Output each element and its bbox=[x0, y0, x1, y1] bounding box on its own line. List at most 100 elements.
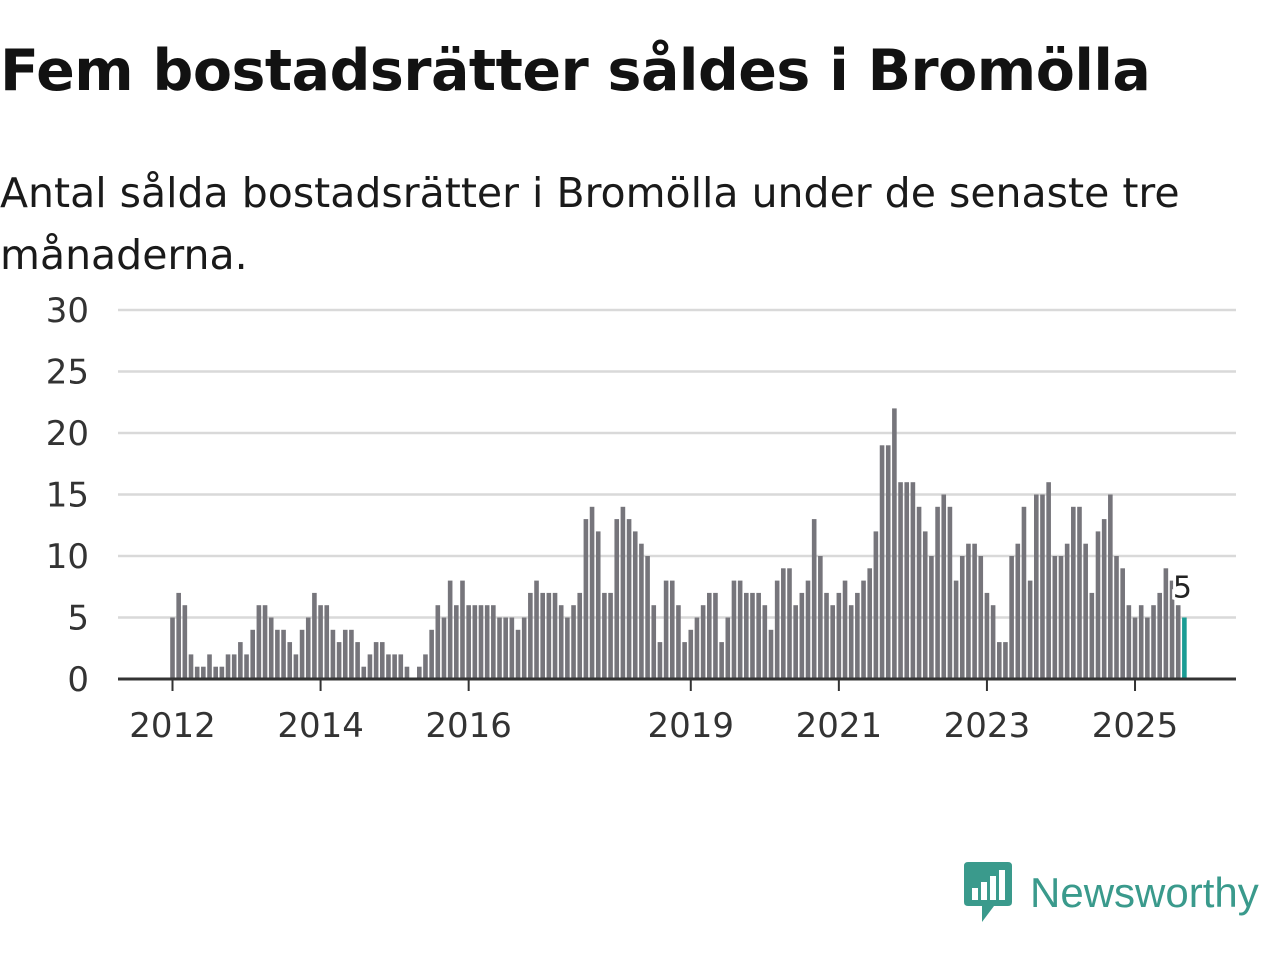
bar bbox=[398, 654, 404, 679]
bar bbox=[669, 580, 675, 679]
bar bbox=[565, 617, 570, 679]
x-tick-label: 2016 bbox=[425, 706, 512, 746]
x-tick-label: 2023 bbox=[944, 706, 1031, 746]
bar bbox=[651, 605, 657, 679]
bar bbox=[170, 617, 175, 679]
bar bbox=[781, 568, 786, 679]
y-tick-label: 20 bbox=[46, 414, 89, 454]
bar bbox=[1157, 592, 1162, 679]
bar bbox=[225, 654, 231, 679]
bar bbox=[713, 592, 718, 679]
bar bbox=[774, 580, 780, 679]
brand-logo: Newsworthy bbox=[962, 862, 1259, 924]
bar bbox=[299, 629, 305, 679]
bar bbox=[540, 592, 545, 679]
bar bbox=[682, 642, 687, 679]
bar bbox=[213, 666, 218, 679]
bar bbox=[244, 654, 249, 679]
bar bbox=[460, 580, 465, 679]
bar bbox=[355, 642, 360, 679]
bar-highlight bbox=[1182, 617, 1187, 679]
bar bbox=[663, 580, 669, 679]
bar bbox=[639, 543, 644, 679]
bar bbox=[503, 617, 508, 679]
bar bbox=[1021, 506, 1027, 679]
bar bbox=[509, 617, 515, 679]
bar bbox=[879, 445, 885, 679]
bar bbox=[787, 568, 792, 679]
bar bbox=[305, 617, 311, 679]
bar bbox=[922, 531, 928, 679]
bar bbox=[268, 617, 274, 679]
bar bbox=[1034, 494, 1039, 679]
bar bbox=[1120, 568, 1125, 679]
y-tick-label: 25 bbox=[46, 353, 89, 393]
bar bbox=[1108, 494, 1113, 679]
bar bbox=[552, 592, 558, 679]
bar bbox=[861, 580, 866, 679]
bar bbox=[725, 617, 731, 679]
bar bbox=[1046, 482, 1051, 679]
newsworthy-logo-icon bbox=[964, 862, 1012, 922]
bar bbox=[657, 642, 663, 679]
bar bbox=[577, 592, 583, 679]
bar bbox=[941, 494, 947, 679]
bar bbox=[312, 592, 317, 679]
bar bbox=[1095, 531, 1101, 679]
bar bbox=[1083, 543, 1088, 679]
bar bbox=[1027, 580, 1033, 679]
bar bbox=[491, 605, 496, 679]
bar bbox=[768, 629, 774, 679]
bar bbox=[867, 568, 873, 679]
bar bbox=[417, 666, 422, 679]
bar bbox=[392, 654, 397, 679]
bar bbox=[342, 629, 348, 679]
bar bbox=[1064, 543, 1070, 679]
bar bbox=[1132, 617, 1138, 679]
bar bbox=[201, 666, 206, 679]
bar bbox=[478, 605, 484, 679]
bar bbox=[558, 605, 564, 679]
bar bbox=[194, 666, 200, 679]
bar bbox=[935, 506, 940, 679]
bar bbox=[793, 605, 798, 679]
bar bbox=[1015, 543, 1021, 679]
bar bbox=[207, 654, 212, 679]
x-tick-label: 2025 bbox=[1092, 706, 1179, 746]
bar bbox=[959, 556, 965, 679]
bar bbox=[1009, 556, 1014, 679]
bar bbox=[275, 629, 280, 679]
bar bbox=[238, 642, 243, 679]
bar bbox=[1126, 605, 1132, 679]
bar bbox=[521, 617, 527, 679]
bar bbox=[1003, 642, 1008, 679]
chart-subtitle: Antal sålda bostadsrätter i Bromölla und… bbox=[0, 169, 1180, 279]
bar bbox=[188, 654, 194, 679]
x-axis-ticks: 2012 2014 2016 2019 2021 2023 2025 bbox=[129, 679, 1178, 746]
bar bbox=[885, 445, 891, 679]
bar bbox=[1058, 556, 1064, 679]
bar bbox=[256, 605, 262, 679]
bar bbox=[330, 629, 336, 679]
bar bbox=[1071, 506, 1076, 679]
x-tick-label: 2012 bbox=[129, 706, 216, 746]
bar bbox=[595, 531, 601, 679]
bar bbox=[250, 629, 256, 679]
bar bbox=[515, 629, 521, 679]
bar bbox=[349, 629, 354, 679]
bar bbox=[818, 556, 823, 679]
bar bbox=[614, 519, 620, 679]
bar bbox=[947, 506, 953, 679]
bar bbox=[744, 592, 749, 679]
bar bbox=[700, 605, 706, 679]
bar bbox=[1040, 494, 1045, 679]
bar bbox=[953, 580, 959, 679]
bar bbox=[367, 654, 373, 679]
bar bbox=[447, 580, 453, 679]
bar bbox=[1138, 605, 1144, 679]
bar bbox=[608, 592, 613, 679]
y-tick-label: 30 bbox=[46, 291, 89, 331]
brand-name: Newsworthy bbox=[1030, 869, 1259, 916]
bar bbox=[546, 592, 552, 679]
